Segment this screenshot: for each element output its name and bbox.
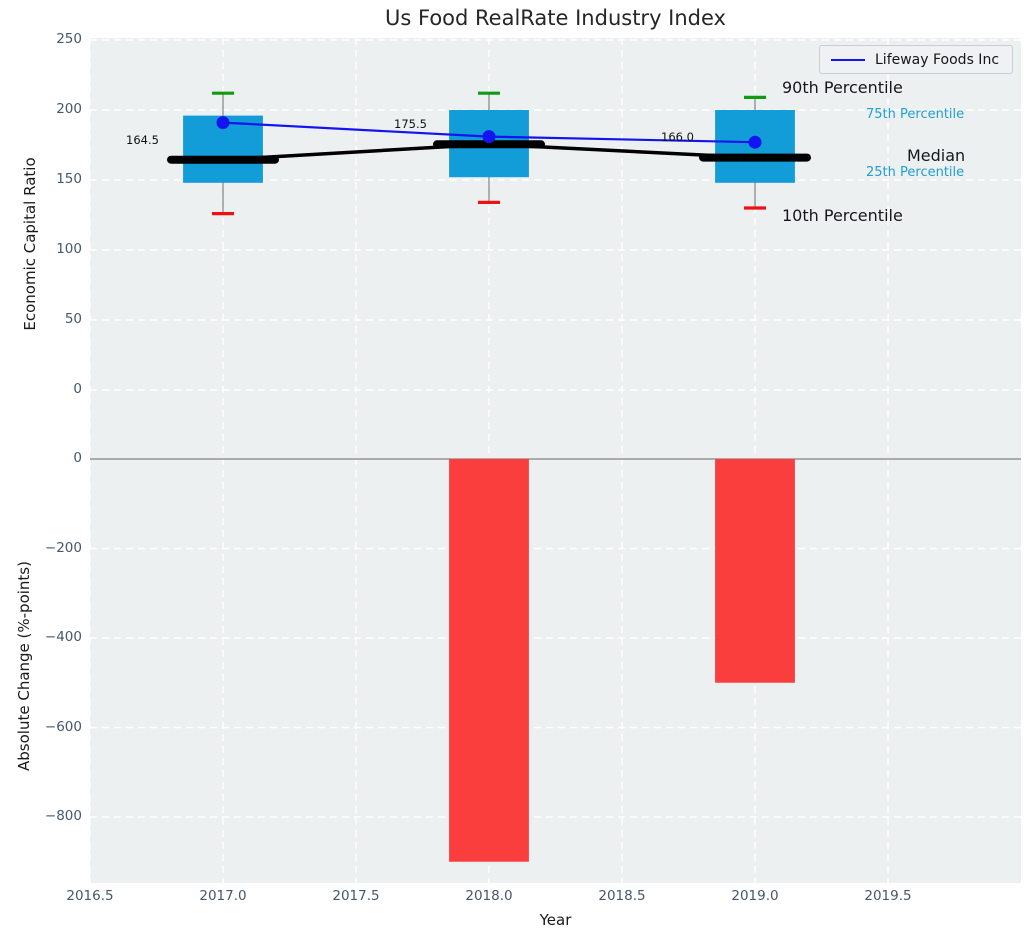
bottom-y-tick-label: −600 [44, 718, 82, 735]
top-y-tick-label: 150 [56, 171, 82, 187]
x-tick-label: 2018.0 [465, 888, 513, 904]
chart-title: Us Food RealRate Industry Index [385, 6, 726, 30]
median-value-label-2017: 164.5 [126, 133, 159, 147]
median-value-label-2018: 175.5 [394, 117, 427, 131]
annotation-10th-percentile: 10th Percentile [782, 206, 903, 225]
annotation-median: Median [907, 146, 966, 165]
bottom-y-tick-label: −800 [44, 808, 82, 824]
x-tick-label: 2019.5 [864, 888, 912, 904]
x-axis-title: Year [539, 911, 572, 929]
x-tick-label: 2018.5 [598, 888, 646, 904]
annotation-25th-percentile: 25th Percentile [866, 165, 965, 180]
top-y-tick-label: 250 [56, 31, 82, 47]
top-y-tick-label: 50 [64, 311, 82, 327]
legend-label: Lifeway Foods Inc [875, 51, 1000, 68]
bar-2018 [449, 459, 529, 862]
median-value-label-2019: 166.0 [661, 130, 694, 144]
annotation-90th-percentile: 90th Percentile [782, 78, 903, 97]
x-tick-label: 2019.0 [731, 888, 779, 904]
bottom-y-tick-label: −200 [44, 539, 82, 556]
company-point-2018 [482, 130, 496, 144]
company-point-2017 [216, 116, 230, 130]
bottom-y-tick-label: −400 [44, 629, 82, 645]
legend: Lifeway Foods Inc [819, 45, 1013, 74]
legend-line-icon [831, 58, 865, 61]
top-y-tick-label: 200 [56, 101, 82, 117]
bottom-y-tick-label: 0 [73, 450, 82, 466]
x-tick-label: 2016.5 [66, 888, 114, 904]
top-y-tick-label: 100 [56, 241, 82, 257]
company-point-2019 [748, 135, 762, 149]
bar-2019 [715, 459, 795, 683]
top-y-tick-label: 0 [73, 381, 82, 397]
bottom-y-axis-title: Absolute Change (%-points) [15, 561, 33, 771]
x-tick-label: 2017.0 [199, 888, 247, 904]
x-tick-label: 2017.5 [332, 888, 380, 904]
annotation-75th-percentile: 75th Percentile [866, 107, 965, 122]
